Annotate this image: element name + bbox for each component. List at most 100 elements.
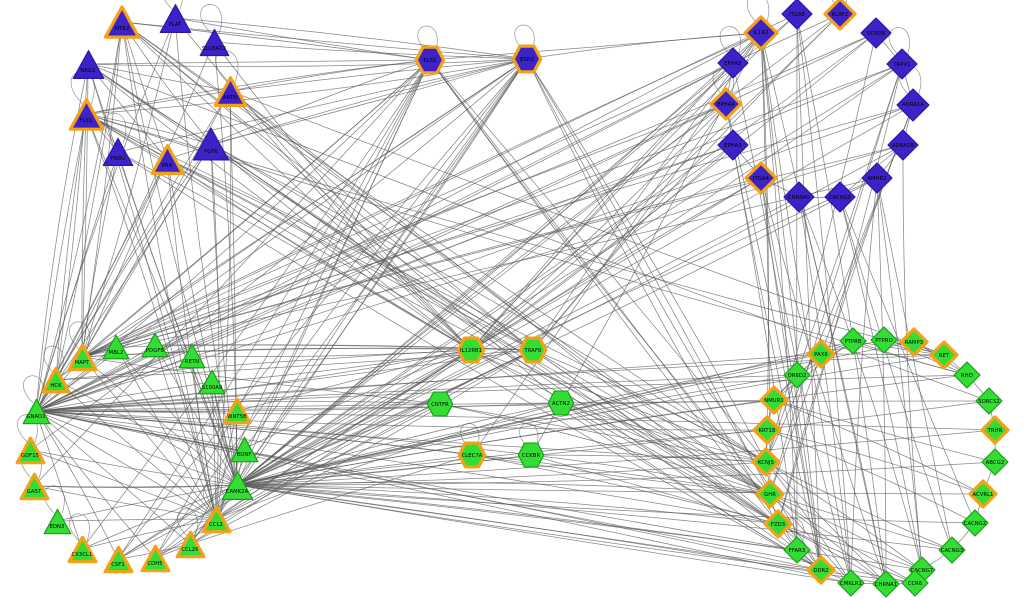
graph-node-cntfr[interactable]: CNTFR: [426, 391, 454, 417]
graph-node-itga4[interactable]: ITGA4: [744, 161, 778, 195]
graph-node-amhr2[interactable]: AMHR2: [861, 162, 893, 194]
node-shape-diamond: [717, 129, 749, 161]
node-shape-triangle: [178, 343, 206, 369]
graph-node-il12rb1[interactable]: IL12RB1: [456, 336, 486, 364]
graph-node-artn[interactable]: ARTN: [213, 75, 247, 108]
graph-node-chrna5[interactable]: CHRNA5: [783, 181, 815, 213]
graph-node-bdnf[interactable]: BDNF: [230, 435, 259, 464]
node-shape-diamond: [783, 536, 811, 564]
graph-node-camk2a[interactable]: CAMK2A: [221, 469, 254, 502]
graph-node-il1r2[interactable]: IL1R2: [743, 15, 779, 51]
node-shape-diamond: [806, 339, 836, 369]
graph-node-esr2[interactable]: ESR2: [511, 44, 543, 74]
graph-node-fzd3[interactable]: FZD3: [763, 509, 793, 539]
graph-node-cacng8[interactable]: CACNG8: [824, 181, 856, 213]
node-shape-diamond: [752, 415, 782, 445]
node-shape-triangle: [15, 436, 45, 464]
node-shape-diamond: [861, 162, 893, 194]
graph-node-mbl2[interactable]: MBL2: [102, 333, 130, 361]
graph-node-actn2[interactable]: ACTN2: [547, 390, 575, 416]
graph-node-ccr6[interactable]: CCR6: [901, 569, 929, 597]
graph-node-ccl2[interactable]: CCL2: [201, 505, 231, 534]
graph-node-ramp3[interactable]: RAMP3: [899, 327, 929, 357]
graph-node-plat[interactable]: PLAT: [159, 2, 192, 35]
graph-node-kcnj5[interactable]: KCNJ5: [751, 447, 781, 477]
graph-node-abcg2[interactable]: ABCG2: [981, 448, 1009, 476]
node-shape-diamond: [806, 555, 836, 585]
graph-node-hck[interactable]: HCK: [41, 366, 71, 394]
graph-node-acvrl1[interactable]: ACVRL1: [968, 479, 998, 509]
graph-node-pax8[interactable]: PAX8: [806, 339, 836, 369]
graph-node-cacng3[interactable]: CACNG3: [938, 536, 966, 564]
node-shape-triangle: [159, 3, 191, 33]
node-shape-diamond: [751, 447, 781, 477]
graph-node-epha5[interactable]: EPHA5: [717, 47, 749, 79]
graph-node-chrna1[interactable]: CHRNA1: [872, 570, 900, 598]
graph-node-gnao1[interactable]: GNAO1: [22, 397, 51, 426]
node-shape-diamond: [783, 361, 811, 389]
graph-node-s100a9[interactable]: S100A9: [198, 368, 226, 396]
graph-node-fn8u[interactable]: FN8U: [102, 136, 134, 168]
node-shape-triangle: [230, 436, 258, 462]
graph-node-traf6[interactable]: TRAF6: [518, 336, 548, 364]
graph-node-mtr2[interactable]: MTR2: [103, 4, 141, 40]
node-shape-hexagon: [426, 391, 454, 417]
graph-node-adra1b[interactable]: ADRA1B: [887, 129, 919, 161]
graph-node-trpv1[interactable]: TRPV1: [886, 48, 918, 80]
graph-node-gast[interactable]: GAST: [19, 472, 49, 501]
graph-node-flx1[interactable]: FLX1: [68, 97, 104, 132]
graph-node-slc6a12[interactable]: SLC6A12: [199, 27, 230, 58]
graph-node-fgf6[interactable]: FGF6: [192, 125, 230, 163]
graph-node-cckbr[interactable]: CCKBR: [517, 442, 545, 468]
graph-node-or6d2[interactable]: OR6D2: [783, 361, 811, 389]
graph-node-cmklr1[interactable]: CMKLR1: [837, 569, 865, 597]
node-shape-triangle: [222, 397, 252, 425]
node-shape-triangle: [19, 472, 49, 500]
graph-node-cdh5[interactable]: CDH5: [140, 544, 170, 573]
graph-node-nrg1[interactable]: NRG1: [72, 48, 105, 81]
graph-node-adra1a[interactable]: ADRA1A: [896, 88, 930, 122]
node-shape-diamond: [717, 47, 749, 79]
graph-node-mapt[interactable]: MAPT: [67, 343, 97, 372]
graph-node-klrf2[interactable]: KLRF2: [823, 0, 857, 31]
graph-node-els1[interactable]: ELS1: [414, 45, 446, 75]
graph-node-cacng2[interactable]: CACNG2: [961, 509, 989, 537]
graph-node-epha3[interactable]: EPHA3: [717, 129, 749, 161]
node-shape-diamond: [824, 181, 856, 213]
graph-node-ffar3[interactable]: FFAR3: [783, 536, 811, 564]
graph-node-ptprb[interactable]: PTPRB: [839, 327, 867, 355]
graph-node-scn3b[interactable]: SCN3B: [860, 17, 892, 49]
node-shape-triangle: [175, 530, 205, 558]
node-shape-diamond: [837, 569, 865, 597]
graph-node-cx3cl1[interactable]: CX3CL1: [67, 535, 97, 564]
graph-node-nmur1[interactable]: NMUR1: [759, 385, 789, 415]
graph-node-itga8[interactable]: ITGA8: [781, 0, 813, 30]
node-shape-triangle: [192, 127, 230, 161]
graph-node-pdgfb[interactable]: PDGFB: [141, 331, 169, 359]
node-shape-hexagon: [517, 442, 545, 468]
node-shape-hexagon: [457, 441, 487, 469]
graph-node-prx[interactable]: PRX: [150, 143, 184, 176]
graph-node-retn[interactable]: RETN: [178, 342, 206, 370]
graph-node-ccl26[interactable]: CCL26: [175, 530, 205, 559]
graph-node-wnt5b[interactable]: WNT5B: [222, 397, 252, 425]
graph-node-gdf15[interactable]: GDF15: [15, 436, 45, 465]
graph-node-krt18[interactable]: KRT18: [752, 415, 782, 445]
node-shape-diamond: [870, 326, 898, 354]
graph-node-clec7a[interactable]: CLEC7A: [457, 441, 487, 469]
graph-node-sorcs2[interactable]: SORCS2: [975, 387, 1003, 415]
graph-node-ptpro[interactable]: PTPRO: [870, 326, 898, 354]
node-shape-diamond: [744, 161, 778, 195]
graph-node-csf1[interactable]: CSF1: [103, 545, 133, 574]
node-shape-diamond: [872, 570, 900, 598]
graph-node-edn3[interactable]: EDN3: [43, 507, 72, 536]
graph-node-trhr[interactable]: TRHR: [980, 415, 1010, 445]
graph-node-ddr2[interactable]: DDR2: [806, 555, 836, 585]
node-shape-triangle: [221, 470, 253, 500]
node-shape-hexagon: [414, 45, 446, 75]
graph-node-ghr[interactable]: GHR: [755, 479, 785, 509]
graph-node-epha4[interactable]: EPHA4: [709, 87, 743, 121]
graph-node-rho[interactable]: RHO: [953, 361, 981, 389]
